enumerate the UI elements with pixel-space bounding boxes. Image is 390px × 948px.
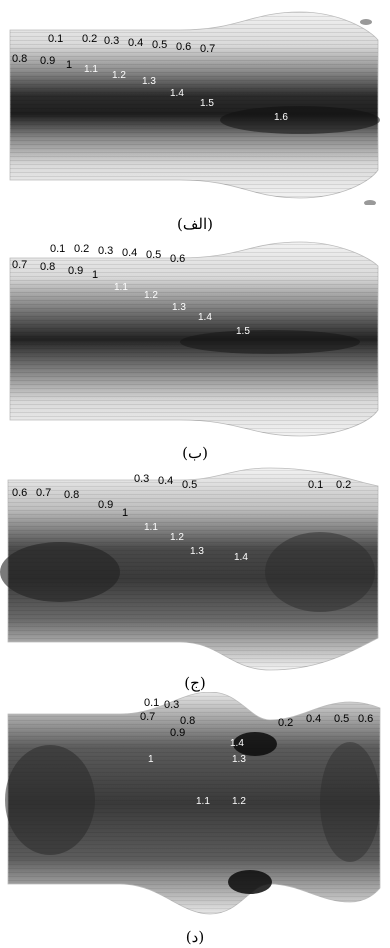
contour-label: 0.9: [98, 499, 113, 511]
panel-c-caption: (ج): [184, 674, 206, 692]
contour-label: 0.8: [12, 53, 27, 65]
contour-label: 0.3: [164, 699, 179, 711]
contour-label: 0.4: [158, 475, 173, 487]
contour-label: 0.5: [182, 479, 197, 491]
panel-b: 0.1 0.2 0.3 0.4 0.5 0.6 0.7 0.8 0.9 1 1.…: [0, 240, 390, 462]
contour-label: 1.6: [274, 112, 288, 123]
panel-b-caption: (ب): [182, 444, 208, 462]
contour-label: 0.6: [358, 713, 373, 725]
contour-label: 0.1: [308, 479, 323, 491]
contour-label: 0.1: [50, 243, 65, 255]
contour-label: 0.6: [176, 41, 191, 53]
contour-label: 1.2: [232, 796, 246, 807]
contour-label: 0.4: [306, 713, 321, 725]
contour-label: 1.1: [84, 64, 98, 75]
contour-label: 0.3: [104, 35, 119, 47]
contour-plot-d: 0.1 0.3 0.7 0.8 0.9 1 1.4 1.3 1.1 1.2 0.…: [5, 692, 381, 915]
contour-label: 1.3: [232, 754, 246, 765]
contour-label: 1.3: [190, 546, 204, 557]
contour-label: 1.2: [170, 532, 184, 543]
contour-plot-a: 0.1 0.2 0.3 0.4 0.5 0.6 0.7 0.8 0.9 1 1.…: [9, 11, 380, 205]
contour-label: 1: [122, 507, 128, 519]
contour-label: 0.5: [146, 249, 161, 261]
contour-label: 1.4: [234, 552, 248, 563]
contour-label: 0.2: [82, 33, 97, 45]
contour-label: 0.9: [40, 55, 55, 67]
contour-label: 0.1: [144, 697, 159, 709]
contour-label: 1: [148, 754, 154, 765]
contour-label: 1.1: [196, 796, 210, 807]
contour-label: 0.5: [152, 39, 167, 51]
contour-label: 0.2: [336, 479, 351, 491]
contour-label: 1.3: [172, 302, 186, 313]
contour-label: 0.4: [122, 247, 137, 259]
contour-label: 0.4: [128, 37, 143, 49]
contour-label: 1.1: [114, 282, 128, 293]
contour-label: 1.1: [144, 522, 158, 533]
panel-d-caption: (د): [185, 928, 205, 946]
contour-label: 0.9: [68, 265, 83, 277]
panel-d: 0.1 0.3 0.7 0.8 0.9 1 1.4 1.3 1.1 1.2 0.…: [0, 692, 390, 946]
contour-label: 0.7: [200, 43, 215, 55]
contour-label: 1.3: [142, 76, 156, 87]
contour-label: 1.4: [198, 312, 212, 323]
contour-label: 0.8: [180, 715, 195, 727]
contour-label: 1.2: [112, 70, 126, 81]
contour-label: 1.2: [144, 290, 158, 301]
contour-label: 0.8: [40, 261, 55, 273]
contour-label: 1: [92, 269, 98, 281]
contour-label: 0.7: [12, 259, 27, 271]
contour-label: 0.7: [36, 487, 51, 499]
contour-plot-c: 0.3 0.4 0.5 0.6 0.7 0.8 0.9 1 1.1 1.2 1.…: [0, 467, 379, 671]
contour-label: 0.3: [98, 245, 113, 257]
contour-label: 1.5: [236, 326, 250, 337]
panel-a-caption: (الف): [177, 215, 213, 233]
contour-label: 0.6: [170, 253, 185, 265]
contour-label: 1: [66, 59, 72, 71]
contour-label: 0.7: [140, 711, 155, 723]
contour-label: 0.9: [170, 727, 185, 739]
contour-label: 0.1: [48, 33, 63, 45]
contour-label: 0.5: [334, 713, 349, 725]
contour-plot-b: 0.1 0.2 0.3 0.4 0.5 0.6 0.7 0.8 0.9 1 1.…: [9, 241, 379, 437]
contour-label: 1.4: [170, 88, 184, 99]
contour-label: 0.2: [74, 243, 89, 255]
contour-label: 0.6: [12, 487, 27, 499]
contour-label: 1.5: [200, 98, 214, 109]
contour-label: 0.8: [64, 489, 79, 501]
panel-c: 0.3 0.4 0.5 0.6 0.7 0.8 0.9 1 1.1 1.2 1.…: [0, 462, 390, 692]
contour-label: 0.2: [278, 717, 293, 729]
contour-label: 1.4: [230, 738, 244, 749]
panel-a: 0.1 0.2 0.3 0.4 0.5 0.6 0.7 0.8 0.9 1 1.…: [0, 0, 390, 233]
contour-label: 0.3: [134, 473, 149, 485]
